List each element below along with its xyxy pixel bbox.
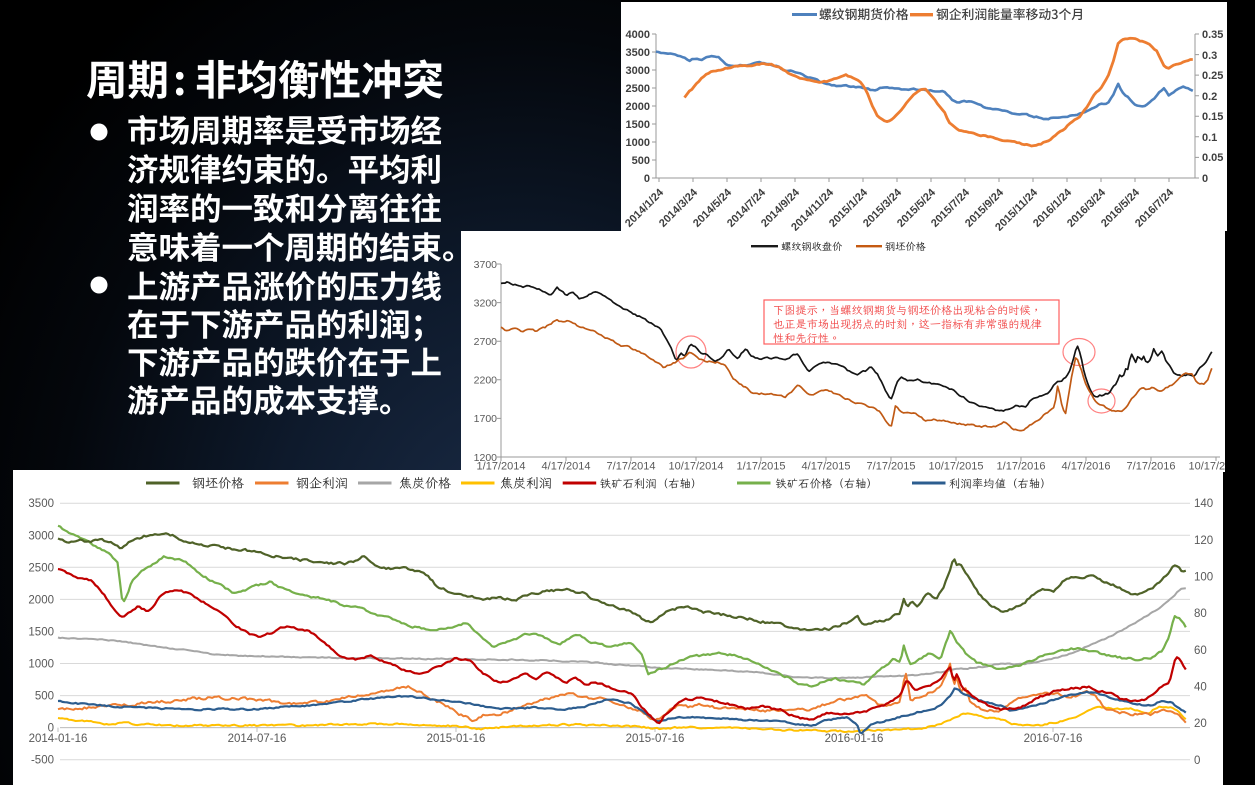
svg-text:0: 0 (644, 173, 650, 185)
svg-text:0.3: 0.3 (1202, 50, 1217, 62)
svg-text:-500: -500 (31, 755, 54, 767)
svg-text:80: 80 (1194, 608, 1207, 620)
svg-text:3700: 3700 (474, 259, 498, 271)
svg-text:4/17/2016: 4/17/2016 (1062, 461, 1111, 473)
svg-text:0: 0 (48, 723, 54, 735)
svg-text:1500: 1500 (28, 626, 54, 638)
svg-text:3200: 3200 (474, 297, 498, 309)
svg-text:4/17/2015: 4/17/2015 (802, 461, 851, 473)
svg-text:2016-01-16: 2016-01-16 (825, 733, 884, 745)
svg-text:2500: 2500 (626, 83, 650, 95)
svg-text:1500: 1500 (626, 119, 650, 131)
svg-text:7/17/2014: 7/17/2014 (607, 461, 656, 473)
svg-text:3000: 3000 (626, 65, 650, 77)
svg-text:10/17/2016: 10/17/2016 (1188, 461, 1225, 473)
svg-text:2015-07-16: 2015-07-16 (626, 733, 685, 745)
svg-text:10/17/2014: 10/17/2014 (668, 461, 723, 473)
svg-text:1000: 1000 (28, 659, 54, 671)
svg-text:3000: 3000 (28, 530, 54, 542)
svg-text:1700: 1700 (474, 413, 498, 425)
svg-text:7/17/2015: 7/17/2015 (867, 461, 916, 473)
svg-text:2014-07-16: 2014-07-16 (228, 733, 287, 745)
svg-text:2015-01-16: 2015-01-16 (427, 733, 486, 745)
svg-text:7/17/2016: 7/17/2016 (1127, 461, 1176, 473)
svg-text:1/17/2014: 1/17/2014 (477, 461, 526, 473)
svg-text:0.25: 0.25 (1202, 70, 1223, 82)
svg-text:2014-01-16: 2014-01-16 (29, 733, 88, 745)
svg-text:0.1: 0.1 (1202, 132, 1217, 144)
svg-text:10/17/2015: 10/17/2015 (928, 461, 983, 473)
svg-text:4/17/2014: 4/17/2014 (542, 461, 591, 473)
svg-text:40: 40 (1194, 682, 1207, 694)
svg-text:2016/7/24: 2016/7/24 (1133, 186, 1177, 230)
svg-text:1000: 1000 (626, 137, 650, 149)
svg-text:0.05: 0.05 (1202, 152, 1223, 164)
svg-text:0: 0 (1202, 173, 1208, 185)
svg-text:1/17/2015: 1/17/2015 (737, 461, 786, 473)
svg-text:500: 500 (35, 691, 54, 703)
svg-text:2016-07-16: 2016-07-16 (1024, 733, 1083, 745)
svg-text:60: 60 (1194, 645, 1207, 657)
svg-text:3500: 3500 (28, 498, 54, 510)
svg-text:1/17/2016: 1/17/2016 (997, 461, 1046, 473)
svg-text:0.35: 0.35 (1202, 29, 1223, 41)
svg-text:0: 0 (1194, 755, 1200, 767)
svg-text:3500: 3500 (626, 47, 650, 59)
svg-text:120: 120 (1194, 535, 1213, 547)
svg-text:100: 100 (1194, 572, 1213, 584)
svg-text:0.15: 0.15 (1202, 111, 1223, 123)
svg-text:1200: 1200 (474, 452, 498, 464)
svg-text:0.2: 0.2 (1202, 91, 1217, 103)
svg-text:500: 500 (632, 155, 650, 167)
svg-text:2000: 2000 (626, 101, 650, 113)
svg-text:2200: 2200 (474, 375, 498, 387)
svg-text:2700: 2700 (474, 336, 498, 348)
svg-text:140: 140 (1194, 498, 1213, 510)
svg-text:4000: 4000 (626, 29, 650, 41)
svg-text:2500: 2500 (28, 562, 54, 574)
svg-text:2000: 2000 (28, 594, 54, 606)
svg-text:20: 20 (1194, 718, 1207, 730)
